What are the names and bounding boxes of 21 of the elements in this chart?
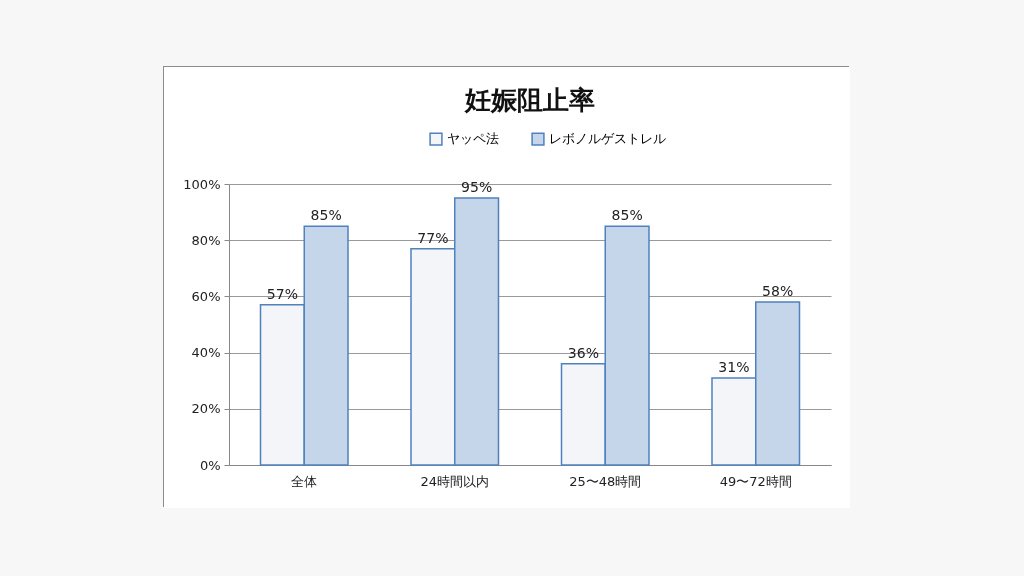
y-tick-label: 60% xyxy=(191,288,221,304)
x-tick-label: 25〜48時間 xyxy=(569,473,642,489)
x-tick-label: 24時間以内 xyxy=(420,473,490,489)
data-label: 95% xyxy=(461,179,493,196)
y-tick-label: 80% xyxy=(191,232,221,248)
legend-label: レボノルゲストレル xyxy=(549,131,666,147)
data-label: 31% xyxy=(718,358,750,375)
x-tick-label: 49〜72時間 xyxy=(719,473,792,489)
data-label: 85% xyxy=(310,207,342,224)
legend-label: ヤッペ法 xyxy=(447,131,499,147)
chart-title: 妊娠阻止率 xyxy=(464,85,595,115)
data-label: 85% xyxy=(611,207,643,224)
data-label: 36% xyxy=(567,344,599,361)
x-tick-label: 全体 xyxy=(291,473,318,489)
y-tick-label: 0% xyxy=(199,457,221,473)
data-label: 58% xyxy=(762,283,794,300)
y-tick-label: 40% xyxy=(191,345,221,361)
y-tick-label: 100% xyxy=(183,176,221,192)
y-tick-label: 20% xyxy=(191,401,221,417)
data-label: 77% xyxy=(417,229,449,246)
data-label: 57% xyxy=(266,285,298,302)
